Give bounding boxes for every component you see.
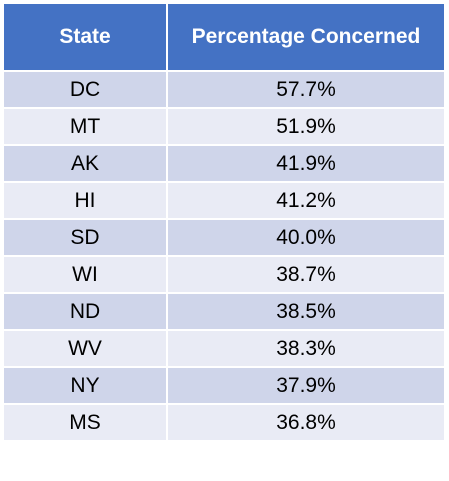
table-row: WV 38.3% (2, 329, 446, 368)
state-cell: DC (2, 70, 168, 109)
table-row: SD 40.0% (2, 218, 446, 257)
header-cell: State (2, 2, 168, 72)
table: State Percentage Concerned DC 57.7% MT 51.9%… (2, 2, 446, 442)
percentage-cell: 41.9% (166, 144, 446, 183)
table-row: AK 41.9% (2, 144, 446, 183)
state-cell: WI (2, 255, 168, 294)
percentage-cell: 37.9% (166, 366, 446, 405)
state-cell: WV (2, 329, 168, 368)
table-row: WI 38.7% (2, 255, 446, 294)
state-cell: NY (2, 366, 168, 405)
state-cell: MS (2, 403, 168, 442)
state-cell: HI (2, 181, 168, 220)
percentage-cell: 38.5% (166, 292, 446, 331)
table-row: DC 57.7% (2, 70, 446, 109)
percentage-cell: 41.2% (166, 181, 446, 220)
table-body: DC 57.7% MT 51.9% AK 41.9% HI 41.2% SD 40.0% WI 38.… (2, 70, 446, 442)
header-row: State Percentage Concerned (2, 2, 446, 72)
table-row: NY 37.9% (2, 366, 446, 405)
table-row: MT 51.9% (2, 107, 446, 146)
percentage-cell: 36.8% (166, 403, 446, 442)
header-cell: Percentage Concerned (166, 2, 446, 72)
percentage-cell: 57.7% (166, 70, 446, 109)
percentage-cell: 38.3% (166, 329, 446, 368)
percentage-cell: 38.7% (166, 255, 446, 294)
percentage-cell: 40.0% (166, 218, 446, 257)
table-row: ND 38.5% (2, 292, 446, 331)
state-cell: ND (2, 292, 168, 331)
table-row: MS 36.8% (2, 403, 446, 442)
table-header: State Percentage Concerned (2, 2, 446, 72)
table-row: HI 41.2% (2, 181, 446, 220)
state-cell: AK (2, 144, 168, 183)
state-cell: SD (2, 218, 168, 257)
state-cell: MT (2, 107, 168, 146)
percentage-cell: 51.9% (166, 107, 446, 146)
